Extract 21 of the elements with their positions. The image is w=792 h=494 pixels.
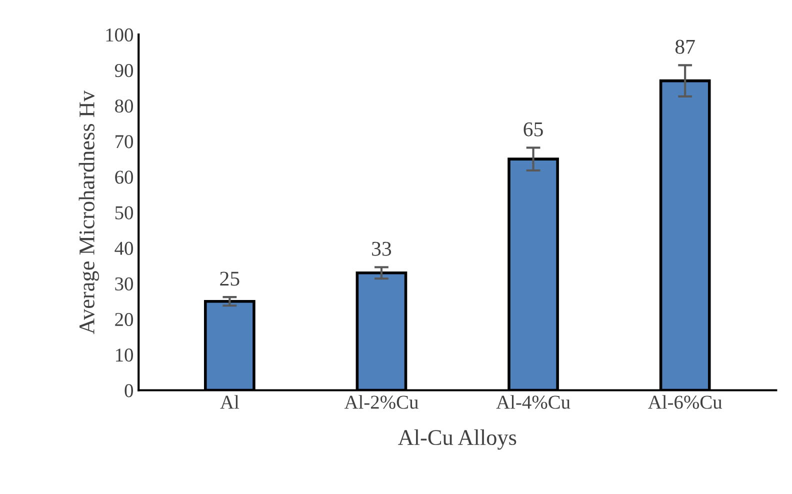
y-tick-label: 70: [116, 135, 133, 148]
y-tick-label: 50: [115, 206, 133, 220]
y-tick-label: 60: [115, 170, 133, 184]
data-label: 33: [372, 242, 392, 256]
x-tick-label: Al-4%Cu: [496, 395, 570, 409]
x-tick-label: Al-6%Cu: [648, 395, 722, 409]
y-axis-title: Average Microhardness Hv: [78, 90, 100, 334]
y-tick-label: 100: [106, 28, 133, 42]
y-tick-label: 90: [114, 64, 133, 78]
x-tick-label: Al-2%Cu: [344, 395, 418, 409]
x-axis-title: Al-Cu Alloys: [398, 429, 516, 450]
y-tick-label: 80: [115, 100, 133, 113]
y-tick-label: 20: [115, 312, 133, 326]
y-tick-label: 10: [116, 348, 133, 362]
x-tick-label: Al: [220, 395, 240, 409]
y-tick-label: 30: [115, 277, 133, 290]
y-tick-label: 0: [124, 384, 133, 398]
y-tick-label: 40: [114, 242, 133, 255]
data-label: 25: [220, 272, 240, 286]
data-label: 87: [675, 40, 695, 54]
data-label: 65: [524, 122, 543, 136]
